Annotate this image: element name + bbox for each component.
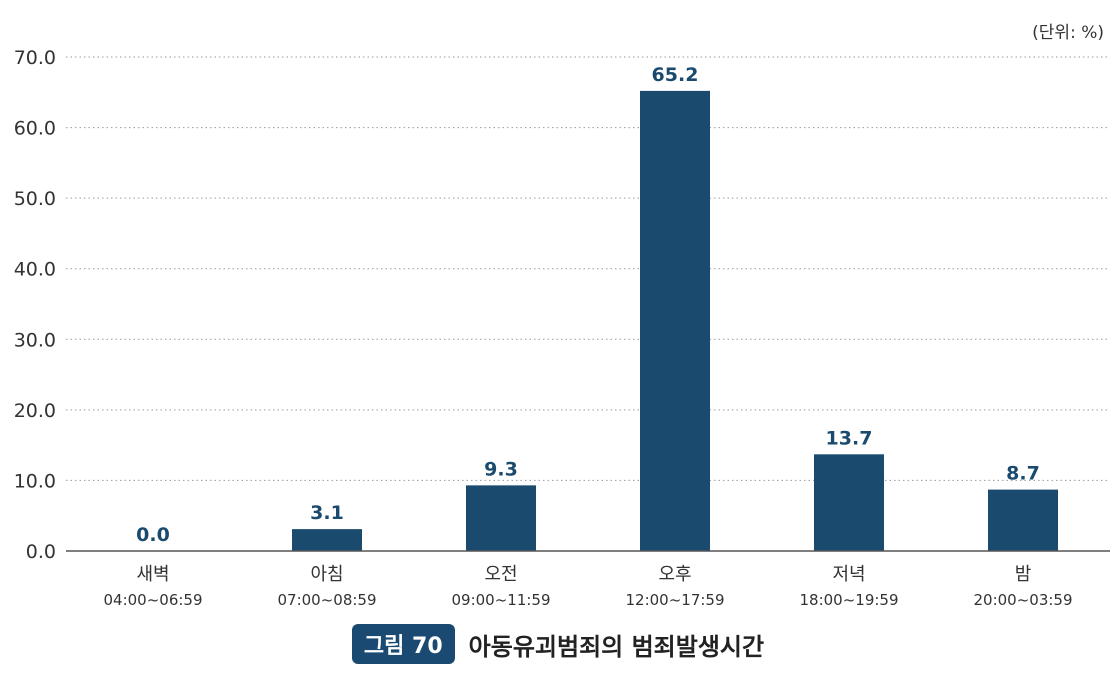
x-category-time-range: 09:00~11:59 (451, 591, 550, 609)
x-category-label: 오전 (484, 564, 517, 585)
bar-chart: 0.0 10.0 20.0 30.0 40.0 50.0 60.0 70.0 0.0 3.1 9.… (14, 47, 1110, 609)
y-tick-label: 40.0 (14, 259, 56, 281)
x-category-time-range: 20:00~03:59 (973, 591, 1072, 609)
x-category-label: 밤 (1015, 564, 1032, 585)
x-category-time-range: 07:00~08:59 (277, 591, 376, 609)
gridlines (66, 56, 1110, 481)
unit-label: (단위: %) (1032, 23, 1104, 43)
x-category-label: 저녁 (832, 564, 865, 585)
y-tick-label: 50.0 (14, 188, 56, 210)
data-label: 9.3 (484, 458, 518, 480)
x-category-label: 오후 (658, 564, 691, 585)
bar (466, 485, 536, 551)
bar (292, 529, 362, 551)
x-axis-categories: 새벽 04:00~06:59 아침 07:00~08:59 오전 09:00~11:59 오… (103, 564, 1072, 609)
value-labels: 0.0 3.1 9.3 65.2 13.7 8.7 (136, 64, 1040, 546)
x-category-label: 새벽 (136, 564, 169, 585)
bars (292, 90, 1058, 552)
data-label: 0.0 (136, 524, 170, 546)
x-category-time-range: 18:00~19:59 (799, 591, 898, 609)
figure-title: 아동유괴범죄의 범죄발생시간 (468, 632, 765, 661)
data-label: 13.7 (826, 427, 873, 449)
y-tick-label: 30.0 (14, 329, 56, 351)
y-tick-label: 0.0 (26, 541, 56, 563)
y-tick-label: 10.0 (14, 470, 56, 492)
data-label: 3.1 (310, 502, 344, 524)
bar (988, 489, 1058, 551)
data-label: 8.7 (1006, 463, 1040, 485)
y-tick-label: 60.0 (14, 118, 56, 140)
bar (640, 90, 710, 552)
data-label: 65.2 (652, 64, 699, 86)
x-category-time-range: 12:00~17:59 (625, 591, 724, 609)
figure-number-badge: 그림 70 (351, 624, 455, 664)
x-category-label: 아침 (310, 564, 343, 585)
bar (814, 454, 884, 551)
y-axis-ticks: 0.0 10.0 20.0 30.0 40.0 50.0 60.0 70.0 (14, 47, 56, 563)
y-tick-label: 20.0 (14, 400, 56, 422)
figure-caption: 그림 70 아동유괴범죄의 범죄발생시간 (0, 624, 1116, 664)
x-category-time-range: 04:00~06:59 (103, 591, 202, 609)
y-tick-label: 70.0 (14, 47, 56, 69)
